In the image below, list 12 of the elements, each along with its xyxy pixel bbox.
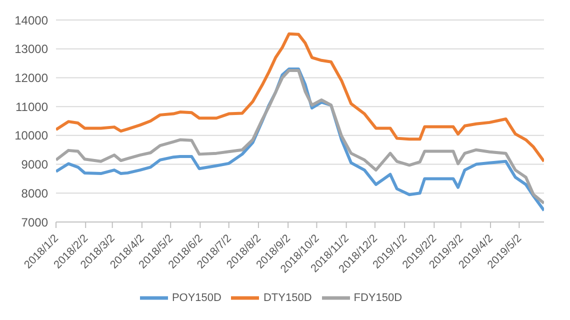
y-tick-label: 9000	[21, 158, 48, 172]
y-tick-label: 14000	[14, 13, 48, 28]
y-tick-label: 13000	[14, 42, 48, 56]
y-tick-label: 7000	[21, 215, 48, 230]
legend-label: POY150D	[172, 292, 222, 304]
legend-label: DTY150D	[263, 292, 312, 304]
y-tick-label: 10000	[14, 128, 48, 143]
line-series	[56, 32, 544, 163]
y-tick-label: 12000	[14, 70, 48, 85]
legend-label: FDY150D	[354, 292, 402, 304]
y-tick-label: 11000	[16, 100, 48, 114]
y-tick-label: 8000	[21, 186, 48, 200]
